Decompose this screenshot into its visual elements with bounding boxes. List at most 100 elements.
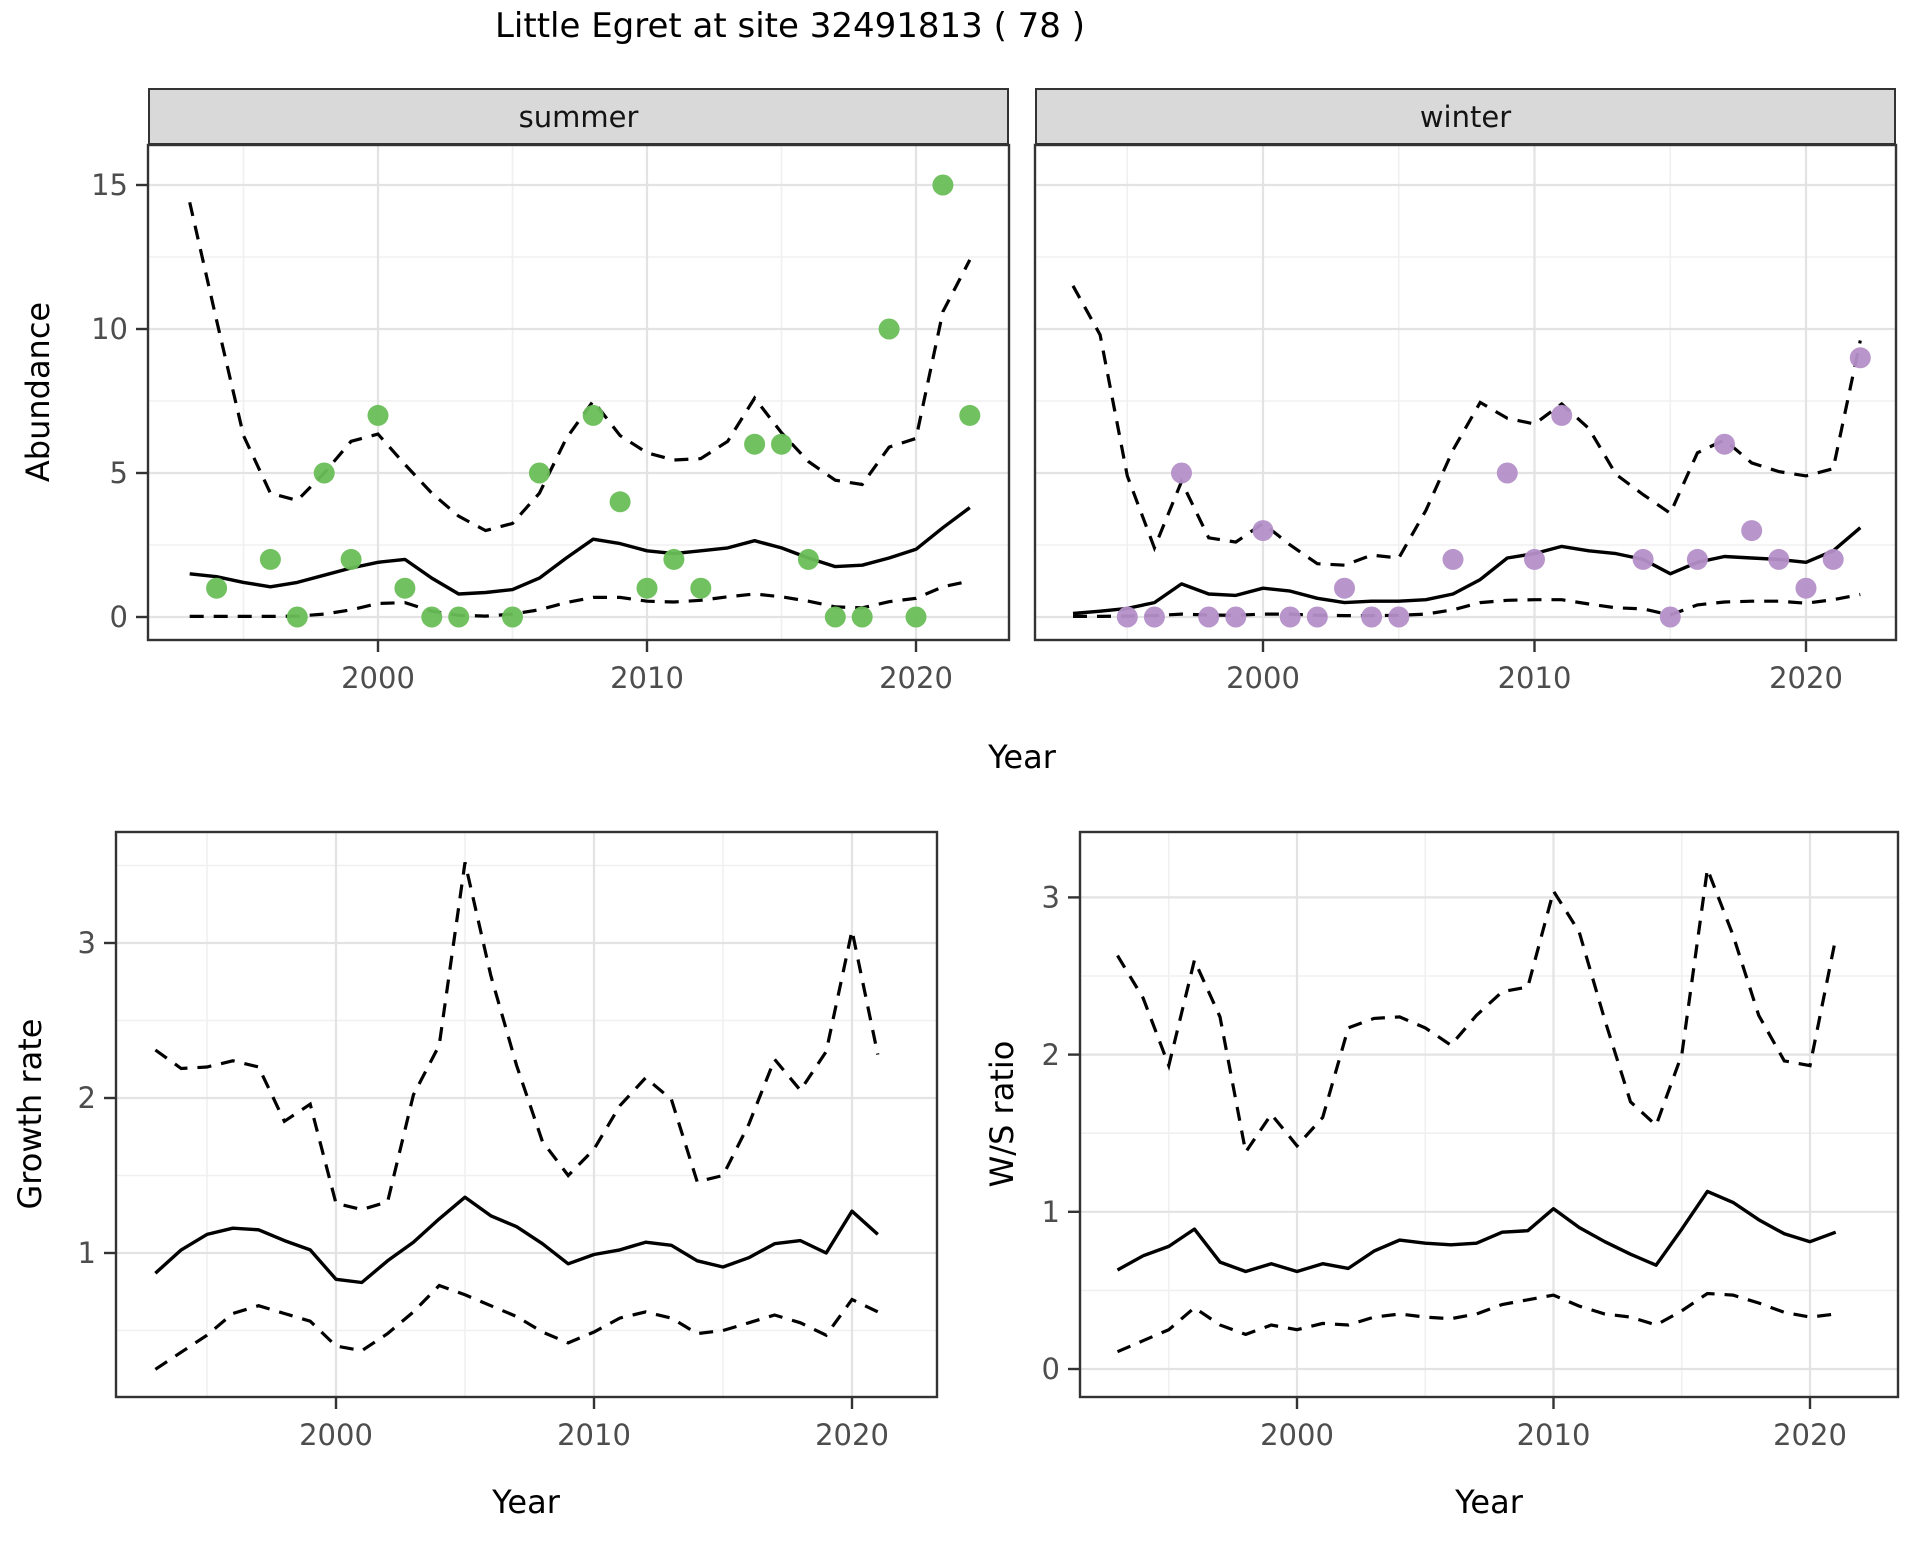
facet-strip-winter: winter bbox=[1035, 88, 1896, 145]
data-point bbox=[528, 462, 550, 484]
data-point bbox=[313, 462, 335, 484]
panel-abundance-summer: 2000 2010 2020 0 5 10 15 bbox=[91, 143, 1011, 695]
gridlines-minor-abundance-summer bbox=[148, 145, 1009, 640]
data-point bbox=[1361, 606, 1383, 628]
x-tick-label: 2020 bbox=[879, 661, 953, 695]
upper-ci-line-growth-rate bbox=[154, 862, 880, 1212]
y-tick-label: 0 bbox=[110, 600, 128, 634]
data-point bbox=[1632, 548, 1654, 570]
fit-line-abundance-summer bbox=[189, 506, 971, 596]
data-point bbox=[636, 577, 658, 599]
x-tick-label: 2000 bbox=[1260, 1418, 1334, 1452]
data-point bbox=[259, 548, 281, 570]
y-tick-label: 3 bbox=[1042, 881, 1060, 915]
data-point bbox=[1822, 548, 1844, 570]
data-points-abundance-summer bbox=[206, 174, 981, 628]
y-tick-label: 2 bbox=[78, 1081, 96, 1115]
data-point bbox=[1496, 462, 1518, 484]
x-tick-label: 2010 bbox=[610, 661, 684, 695]
x-axis-title-year-top: Year bbox=[988, 738, 1056, 776]
y-tick-label: 15 bbox=[91, 168, 128, 202]
x-tick-label: 2020 bbox=[1773, 1418, 1847, 1452]
y-tick-label: 5 bbox=[110, 456, 128, 490]
upper-ci-line-abundance-winter bbox=[1071, 285, 1862, 567]
x-tick-label: 2000 bbox=[1226, 661, 1300, 695]
y-tick-label: 1 bbox=[78, 1236, 96, 1270]
data-point bbox=[878, 318, 900, 340]
data-point bbox=[448, 606, 470, 628]
data-point bbox=[1252, 520, 1274, 542]
x-axis-growth-rate: 2000 2010 2020 bbox=[299, 1397, 889, 1452]
facet-label-winter: winter bbox=[1419, 99, 1512, 134]
data-point bbox=[1171, 462, 1192, 484]
data-point bbox=[1388, 606, 1410, 628]
data-point bbox=[744, 433, 766, 455]
data-point bbox=[797, 548, 819, 570]
x-tick-label: 2010 bbox=[1517, 1418, 1591, 1452]
y-tick-label: 0 bbox=[1042, 1352, 1060, 1386]
x-tick-label: 2010 bbox=[1498, 661, 1572, 695]
data-point bbox=[1686, 548, 1708, 570]
panel-border-abundance-winter bbox=[1033, 143, 1898, 642]
fit-line-abundance-winter bbox=[1072, 526, 1862, 616]
gridlines-major-abundance-winter bbox=[1035, 145, 1896, 640]
data-point bbox=[932, 174, 954, 196]
y-axis-title-ws-ratio: W/S ratio bbox=[983, 1040, 1021, 1188]
y-tick-label: 1 bbox=[1042, 1195, 1060, 1229]
data-point bbox=[1279, 606, 1301, 628]
panel-border-growth-rate bbox=[114, 830, 939, 1399]
data-point bbox=[1551, 404, 1573, 426]
data-point bbox=[1849, 347, 1871, 369]
y-axis-abundance-summer: 0 5 10 15 bbox=[91, 168, 148, 634]
data-point bbox=[286, 606, 308, 628]
y-axis-ws-ratio: 0 1 2 3 bbox=[1042, 881, 1080, 1386]
x-tick-label: 2020 bbox=[815, 1418, 889, 1452]
gridlines-major-ws-ratio bbox=[1080, 832, 1898, 1397]
gridlines-major-growth-rate bbox=[116, 832, 937, 1397]
data-point bbox=[1768, 548, 1790, 570]
x-axis-abundance-winter: 2000 2010 2020 bbox=[1226, 640, 1843, 695]
gridlines-minor-ws-ratio bbox=[1080, 832, 1898, 1397]
data-point bbox=[1442, 548, 1464, 570]
data-point bbox=[609, 491, 631, 513]
data-point bbox=[1198, 606, 1220, 628]
x-axis-title-year-growth: Year bbox=[492, 1483, 560, 1521]
data-point bbox=[1225, 606, 1247, 628]
data-point bbox=[959, 404, 981, 426]
panel-border-ws-ratio bbox=[1078, 830, 1900, 1399]
data-point bbox=[1714, 433, 1735, 455]
x-tick-label: 2010 bbox=[557, 1418, 631, 1452]
data-point bbox=[905, 606, 927, 628]
data-point bbox=[663, 548, 685, 570]
y-tick-label: 10 bbox=[91, 312, 128, 346]
data-point bbox=[851, 606, 873, 628]
y-axis-growth-rate: 1 2 3 bbox=[78, 926, 116, 1270]
data-point bbox=[1116, 606, 1138, 628]
data-point bbox=[1795, 577, 1817, 599]
facet-label-summer: summer bbox=[518, 99, 639, 134]
data-point bbox=[1741, 520, 1763, 542]
data-point bbox=[1143, 606, 1165, 628]
x-axis-abundance-summer: 2000 2010 2020 bbox=[341, 640, 953, 695]
x-tick-label: 2000 bbox=[299, 1418, 373, 1452]
y-axis-title-growth-rate: Growth rate bbox=[11, 1018, 49, 1210]
y-axis-title-abundance: Abundance bbox=[19, 301, 57, 483]
gridlines-minor-growth-rate bbox=[116, 832, 937, 1397]
data-point bbox=[1334, 577, 1355, 599]
data-point bbox=[824, 606, 846, 628]
data-point bbox=[502, 606, 523, 628]
data-point bbox=[206, 577, 228, 599]
data-point bbox=[421, 606, 443, 628]
facet-strip-summer: summer bbox=[148, 88, 1009, 145]
data-point bbox=[367, 404, 389, 426]
data-point bbox=[340, 548, 362, 570]
x-tick-label: 2020 bbox=[1769, 661, 1843, 695]
x-axis-ws-ratio: 2000 2010 2020 bbox=[1260, 1397, 1847, 1452]
gridlines-minor-abundance-winter bbox=[1035, 145, 1896, 640]
data-point bbox=[1524, 548, 1545, 570]
fit-line-ws-ratio bbox=[1116, 1189, 1837, 1274]
x-axis-title-year-ws: Year bbox=[1455, 1483, 1523, 1521]
data-point bbox=[1306, 606, 1328, 628]
